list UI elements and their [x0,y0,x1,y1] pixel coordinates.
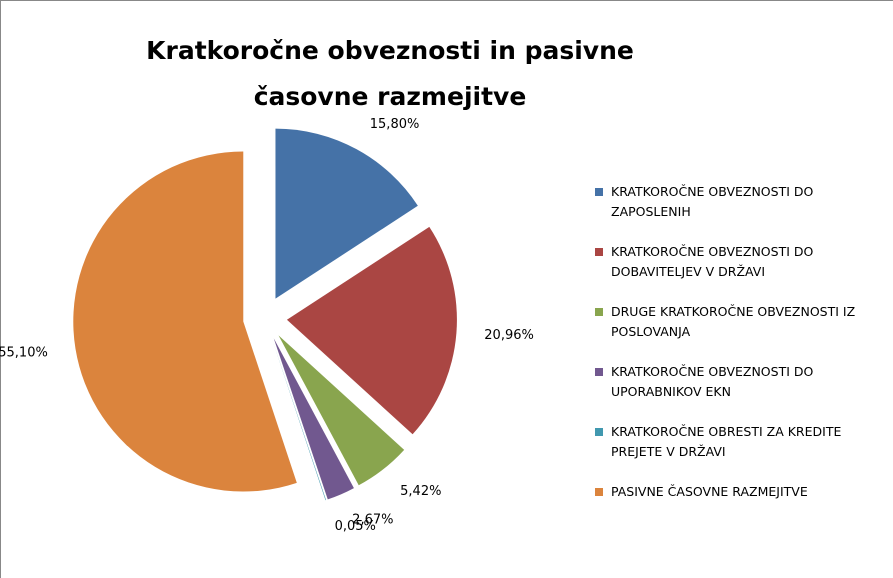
legend-swatch [595,308,603,316]
legend-label: KRATKOROČNE OBVEZNOSTI DO ZAPOSLENIH [611,184,814,219]
legend-swatch [595,248,603,256]
pie-slice [271,338,327,501]
data-label: 5,42% [400,484,441,499]
data-label: 55,10% [0,346,48,361]
legend-label: DRUGE KRATKOROČNE OBVEZNOSTI IZ POSLOVAN… [611,304,856,339]
legend-label: KRATKOROČNE OBVEZNOSTI DO DOBAVITELJEV V… [611,244,814,279]
pie-slice [73,151,297,492]
legend-swatch [595,188,603,196]
data-label: 2,67% [352,512,393,527]
legend-item: KRATKOROČNE OBVEZNOSTI DO DOBAVITELJEV V… [595,242,880,302]
legend-item: KRATKOROČNE OBVEZNOSTI DO ZAPOSLENIH [595,182,880,242]
pie-slice [286,226,457,435]
pie-slice [275,128,418,299]
pie-slice [273,338,354,500]
legend-label: KRATKOROČNE OBRESTI ZA KREDITE PREJETE V… [611,424,842,459]
pie-slice [278,335,405,486]
legend-item: PASIVNE ČASOVNE RAZMEJITVE [595,482,880,542]
legend-swatch [595,428,603,436]
legend-swatch [595,368,603,376]
legend: KRATKOROČNE OBVEZNOSTI DO ZAPOSLENIH KRAT… [595,182,880,542]
legend-item: DRUGE KRATKOROČNE OBVEZNOSTI IZ POSLOVAN… [595,302,880,362]
legend-label: KRATKOROČNE OBVEZNOSTI DO UPORABNIKOV EK… [611,364,814,399]
legend-swatch [595,488,603,496]
chart-title: Kratkoročne obveznosti in pasivne časovn… [146,36,634,111]
legend-item: KRATKOROČNE OBRESTI ZA KREDITE PREJETE V… [595,422,880,482]
data-label: 15,80% [370,117,420,132]
legend-item: KRATKOROČNE OBVEZNOSTI DO UPORABNIKOV EK… [595,362,880,422]
data-label: 0,05% [335,519,376,534]
legend-label: PASIVNE ČASOVNE RAZMEJITVE [611,484,808,499]
data-label: 20,96% [484,328,534,343]
